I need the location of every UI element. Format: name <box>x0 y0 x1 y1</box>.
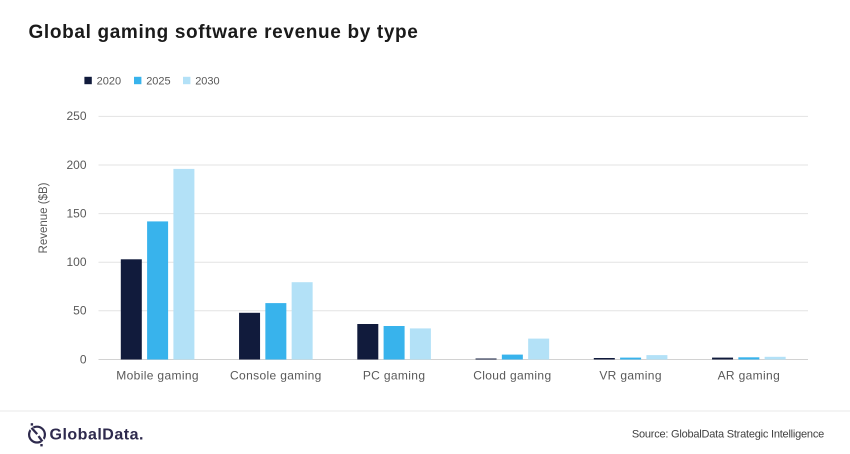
svg-text:0: 0 <box>80 352 87 366</box>
svg-text:PC gaming: PC gaming <box>363 369 426 383</box>
svg-text:2025: 2025 <box>146 75 170 87</box>
svg-text:Source: GlobalData Strategic I: Source: GlobalData Strategic Intelligenc… <box>632 429 824 441</box>
svg-text:2030: 2030 <box>195 75 219 87</box>
svg-text:VR gaming: VR gaming <box>599 369 662 383</box>
svg-text:AR gaming: AR gaming <box>718 369 781 383</box>
svg-text:2020: 2020 <box>97 75 121 87</box>
svg-text:Global gaming software revenue: Global gaming software revenue by type <box>29 22 419 43</box>
svg-text:Revenue ($B): Revenue ($B) <box>38 182 50 253</box>
svg-text:Mobile gaming: Mobile gaming <box>116 369 199 383</box>
svg-text:200: 200 <box>66 158 86 172</box>
svg-text:100: 100 <box>66 255 86 269</box>
svg-text:150: 150 <box>66 206 86 220</box>
svg-text:50: 50 <box>73 304 87 318</box>
svg-text:Cloud gaming: Cloud gaming <box>473 369 551 383</box>
svg-text:GlobalData.: GlobalData. <box>50 427 144 444</box>
svg-text:250: 250 <box>66 109 86 123</box>
svg-text:Console gaming: Console gaming <box>230 369 322 383</box>
